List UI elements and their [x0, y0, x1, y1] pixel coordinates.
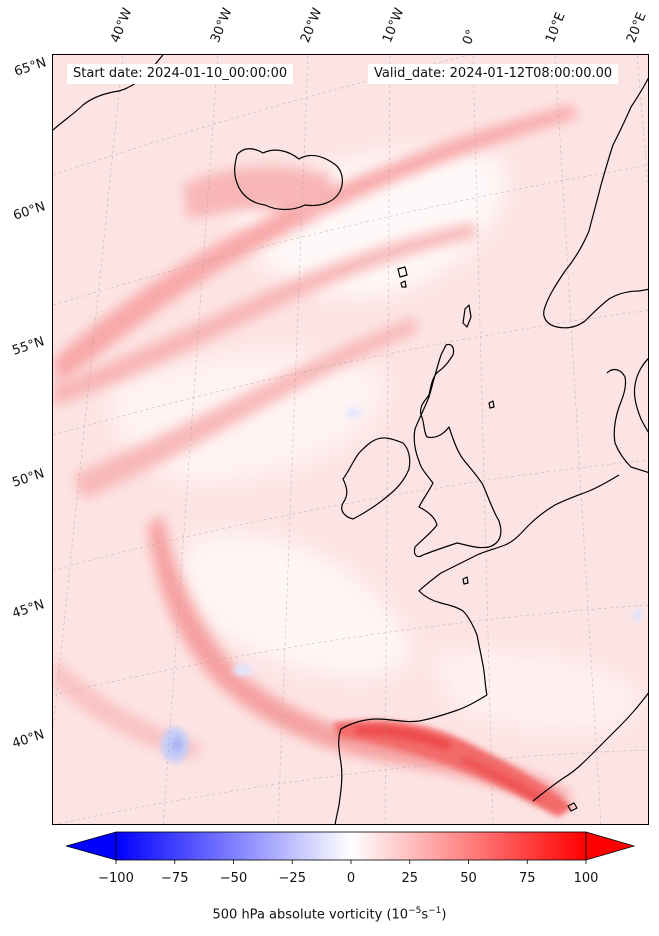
- colorbar-tick-label: 25: [401, 871, 419, 886]
- lon-label-20e: 20°E: [624, 10, 650, 45]
- lon-label-30w: 30°W: [208, 6, 236, 45]
- colorbar-extend-high: [585, 831, 636, 861]
- coast-norway: [543, 77, 648, 329]
- colorbar-label-text: 500 hPa absolute vorticity (10: [212, 907, 409, 923]
- colorbar-label: 500 hPa absolute vorticity (10−5s−1): [0, 906, 659, 922]
- lon-label-10w: 10°W: [380, 6, 408, 45]
- colorbar: [66, 831, 636, 864]
- coast-great-britain: [413, 343, 502, 558]
- valid-date-label: Valid_date: 2024-01-12T08:00:00.00: [368, 64, 619, 84]
- coast-iceland: [234, 148, 343, 211]
- start-date-label: Start date: 2024-01-10_00:00:00: [67, 64, 294, 84]
- colorbar-tick-label: 100: [573, 871, 599, 886]
- lat-label-50n: 50°N: [10, 466, 47, 491]
- lat-label-65n: 65°N: [12, 55, 49, 80]
- colorbar-tick-label: −75: [161, 871, 189, 886]
- colorbar-ticks: [115, 860, 587, 864]
- coast-continent: [418, 474, 620, 696]
- coast-shetland: [462, 304, 472, 328]
- colorbar-extend-low: [66, 831, 117, 861]
- coast-ireland: [341, 437, 411, 520]
- colorbar-label-end: ): [441, 907, 447, 923]
- lat-label-45n: 45°N: [10, 597, 47, 622]
- lon-label-10e: 10°E: [543, 10, 569, 45]
- graticule: [53, 55, 648, 824]
- coast-mediterranean: [532, 692, 648, 802]
- lon-label-0: 0°: [460, 27, 480, 47]
- coast-iberia: [334, 694, 488, 824]
- vorticity-map: [53, 55, 648, 824]
- colorbar-gradient: [115, 831, 587, 861]
- colorbar-tick-label: 0: [346, 871, 356, 886]
- coast-balearic: [567, 802, 578, 812]
- lat-label-40n: 40°N: [10, 727, 47, 752]
- colorbar-label-exp1: −5: [408, 906, 422, 916]
- low-vorticity-regions: [111, 148, 643, 732]
- colorbar-tick-label: 50: [460, 871, 477, 886]
- colorbar-tick-label: −25: [278, 871, 306, 886]
- coast-greenland: [53, 55, 164, 131]
- lon-label-20w: 20°W: [298, 6, 326, 45]
- jet-band-iceland: [53, 105, 578, 385]
- coastlines: [53, 55, 648, 824]
- lat-label-60n: 60°N: [11, 199, 48, 224]
- map-panel: [52, 54, 649, 825]
- coast-faroes: [397, 266, 408, 278]
- vorticity-max-iberia: [333, 719, 573, 817]
- colorbar-tick-label: −50: [219, 871, 248, 886]
- colorbar-tick-label: 75: [518, 871, 536, 886]
- negative-vorticity-patch-sw: [161, 408, 643, 763]
- coast-denmark: [606, 368, 648, 473]
- lat-label-55n: 55°N: [10, 334, 47, 359]
- colorbar-label-exp2: −1: [428, 906, 442, 916]
- colorbar-tick-label: −100: [98, 871, 134, 886]
- jet-band-atlantic-mid: [53, 223, 477, 500]
- colorbar-label-mid: s: [421, 907, 429, 923]
- lon-label-40w: 40°W: [108, 6, 136, 45]
